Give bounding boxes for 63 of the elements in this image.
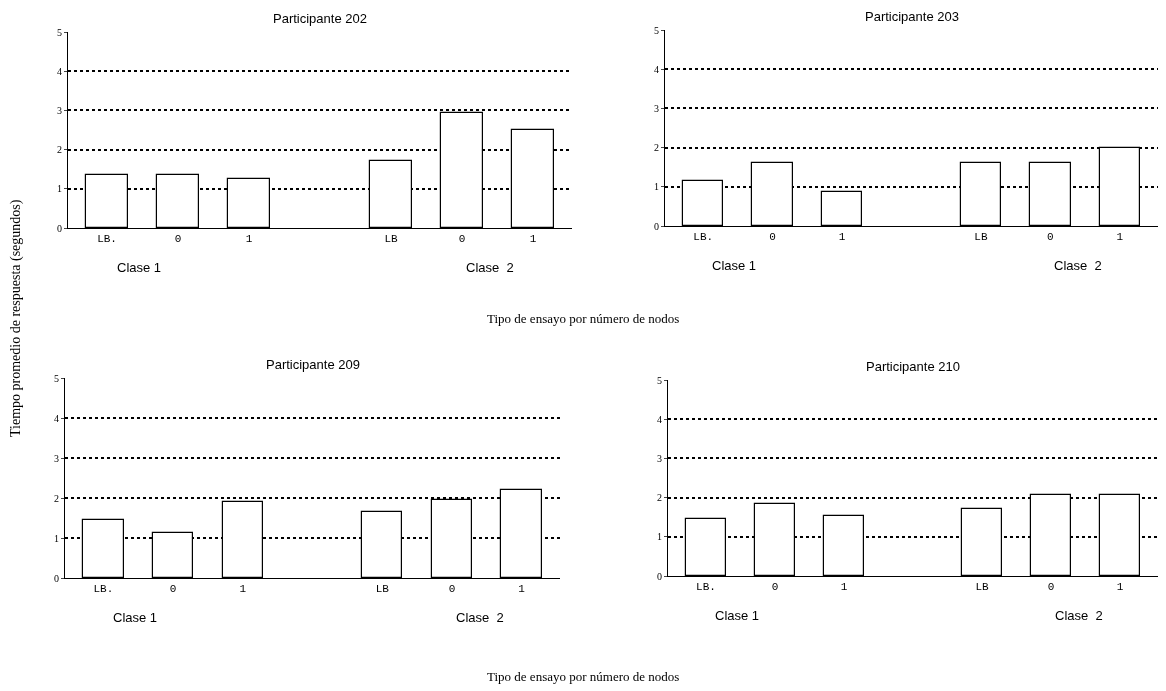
chart-title: Participante 202 xyxy=(273,11,367,26)
x-tick-label: LB xyxy=(974,231,988,244)
x-tick-label: LB. xyxy=(93,583,114,596)
x-tick-label: 1 xyxy=(518,583,526,596)
y-tick-label: 4 xyxy=(656,413,662,425)
x-tick-label: 0 xyxy=(1047,231,1054,244)
y-tick-label: 3 xyxy=(656,452,662,464)
x-tick-label: LB. xyxy=(696,581,716,594)
y-tick-label: 0 xyxy=(656,570,662,582)
y-tick-label: 3 xyxy=(653,102,659,114)
y-tick-label: 3 xyxy=(53,452,59,464)
x-tick-label: LB. xyxy=(97,233,117,246)
y-tick-label: 5 xyxy=(653,24,659,36)
text: Clase 2 xyxy=(1054,258,1102,273)
y-tick-label: 2 xyxy=(56,144,62,156)
x-tick-label: 1 xyxy=(1116,581,1124,594)
x-tick-label: 0 xyxy=(169,583,177,596)
x-tick-label: LB xyxy=(975,581,990,594)
y-tick-label: 4 xyxy=(653,63,659,75)
y-tick-label: 1 xyxy=(656,531,662,543)
y-tick-label: 1 xyxy=(56,183,62,195)
text: Clase 2 xyxy=(456,610,504,625)
text: Clase 2 xyxy=(1055,608,1103,623)
x-tick-label: 1 xyxy=(840,581,848,594)
y-tick-label: 5 xyxy=(56,26,62,38)
x-tick-label: 0 xyxy=(458,233,466,246)
x-tick-label: 0 xyxy=(448,583,456,596)
text: Clase 1 xyxy=(117,260,162,275)
y-tick-label: 2 xyxy=(53,492,59,504)
y-tick-label: 4 xyxy=(53,412,59,424)
x-tick-label: 1 xyxy=(838,231,846,244)
x-tick-label: 0 xyxy=(771,581,779,594)
x-tick-label: 1 xyxy=(245,233,253,246)
y-tick-label: 1 xyxy=(653,181,659,193)
x-tick-label: LB. xyxy=(693,231,714,244)
y-tick-label: 0 xyxy=(56,222,62,234)
y-tick-label: 5 xyxy=(656,374,662,386)
text: Clase 1 xyxy=(715,608,760,623)
text: Clase 1 xyxy=(113,610,158,625)
y-tick-label: 1 xyxy=(53,532,59,544)
y-tick-label: 0 xyxy=(653,220,659,232)
x-tick-label: 1 xyxy=(239,583,247,596)
chart-title: Participante 210 xyxy=(866,359,960,374)
x-tick-label: 1 xyxy=(1116,231,1124,244)
x-tick-label: LB xyxy=(375,583,390,596)
y-tick-label: 4 xyxy=(56,65,62,77)
x-tick-label: 0 xyxy=(174,233,182,246)
x-tick-label: 1 xyxy=(529,233,537,246)
y-tick-label: 0 xyxy=(53,572,59,584)
text: Clase 1 xyxy=(712,258,757,273)
text: Clase 2 xyxy=(466,260,514,275)
x-tick-label: 0 xyxy=(769,231,776,244)
chart-title: Participante 209 xyxy=(266,357,360,372)
chart-title: Participante 203 xyxy=(865,9,959,24)
x-axis-title: Tipo de ensayo por número de nodos xyxy=(487,669,680,684)
y-tick-label: 2 xyxy=(656,492,662,504)
y-axis-title: Tiempo promedio de respuesta (segundos) xyxy=(8,199,24,437)
x-tick-label: LB xyxy=(384,233,398,246)
y-tick-label: 5 xyxy=(53,372,59,384)
y-tick-label: 2 xyxy=(653,142,659,154)
x-axis-title: Tipo de ensayo por número de nodos xyxy=(487,311,680,326)
y-tick-label: 3 xyxy=(56,104,62,116)
x-tick-label: 0 xyxy=(1047,581,1055,594)
